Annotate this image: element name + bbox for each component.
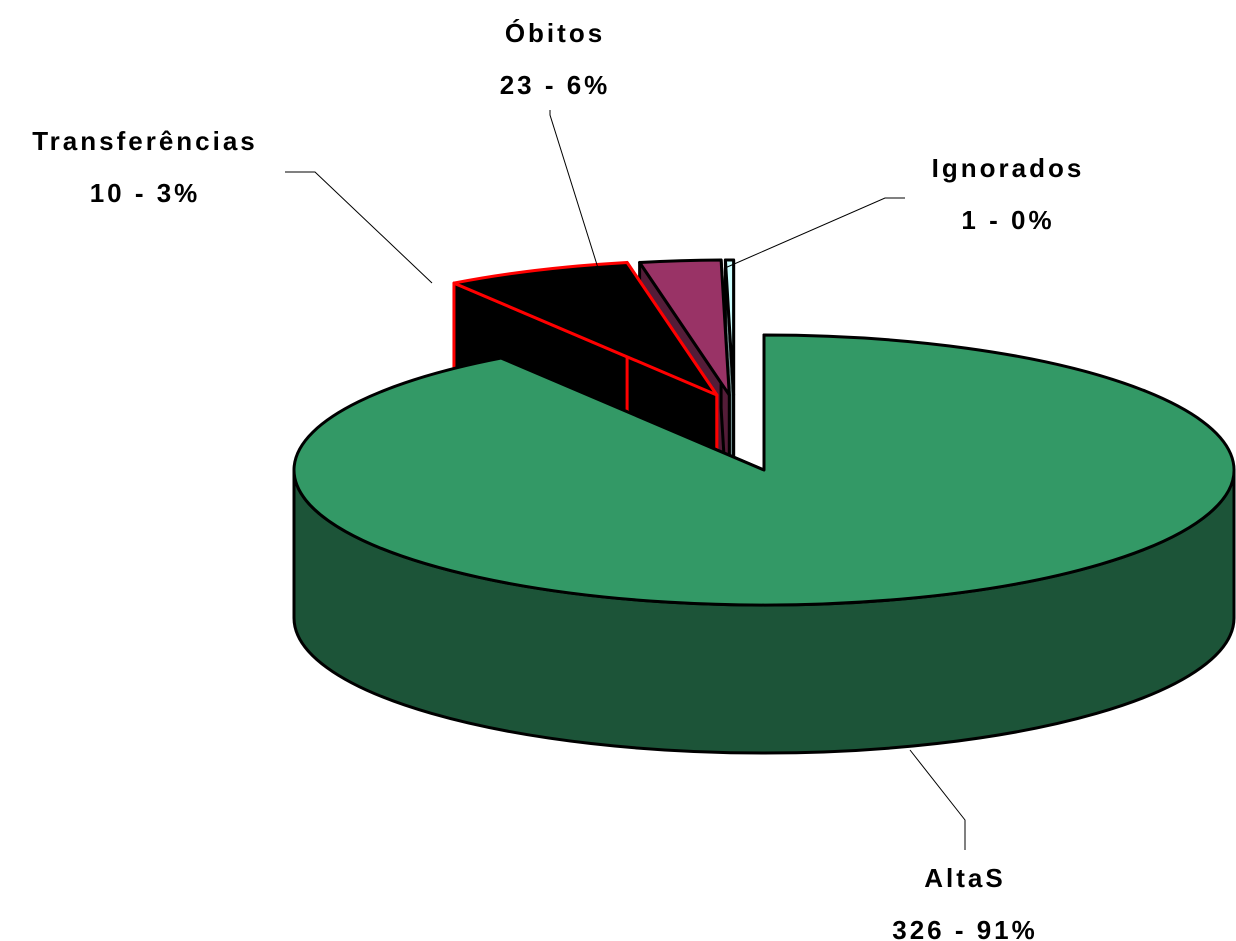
slice-label: Transferências [32, 126, 258, 156]
slice-top [723, 258, 736, 397]
slice-label: AltaS [924, 863, 1005, 893]
leader-line [285, 171, 433, 284]
leader-line [549, 110, 599, 269]
slice-top [452, 260, 719, 397]
slice-value-label: 1 - 0% [961, 205, 1054, 235]
slice-top [292, 333, 1236, 607]
leader-line [724, 197, 905, 269]
leader-line [909, 749, 966, 850]
slice-value-label: 326 - 91% [892, 915, 1038, 941]
slice-label: Óbitos [505, 18, 605, 48]
slice-value-label: 10 - 3% [90, 178, 201, 208]
pie-slice [292, 333, 1236, 755]
slice-label: Ignorados [932, 153, 1085, 183]
slice-value-label: 23 - 6% [500, 70, 611, 100]
slice-top [638, 258, 731, 397]
